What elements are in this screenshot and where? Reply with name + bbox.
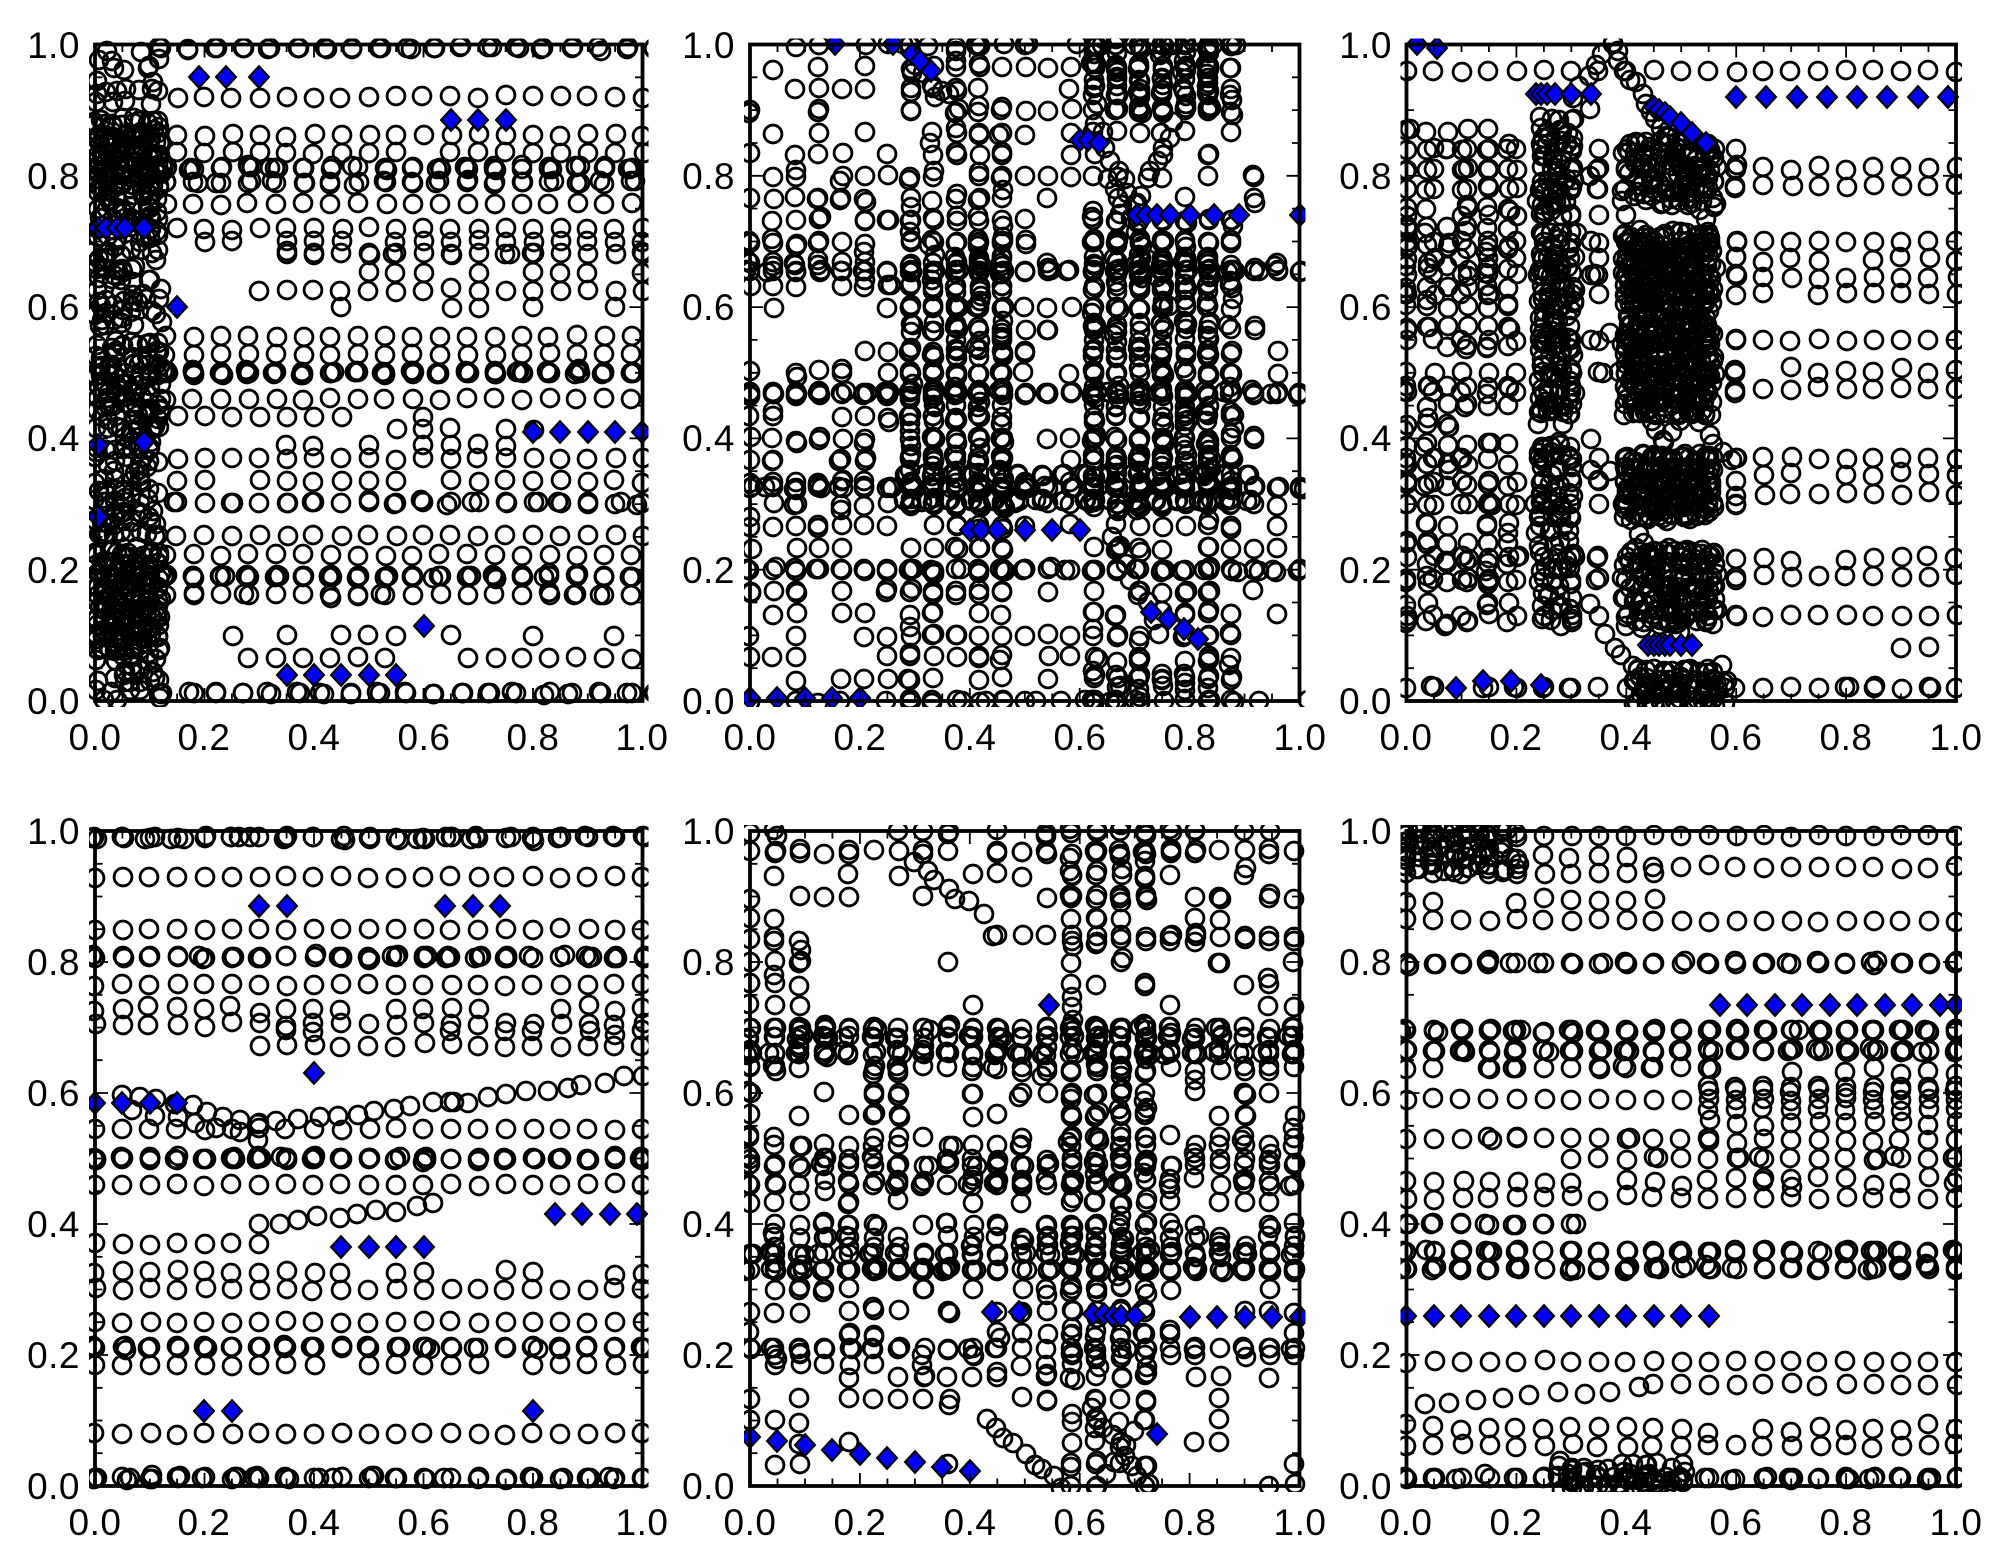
svg-text:0.6: 0.6 (1339, 1073, 1392, 1114)
svg-text:1.0: 1.0 (1930, 717, 1983, 758)
svg-text:0.8: 0.8 (682, 942, 735, 983)
svg-text:0.6: 0.6 (398, 717, 451, 758)
svg-text:1.0: 1.0 (1339, 25, 1392, 66)
svg-text:0.4: 0.4 (1339, 418, 1392, 459)
svg-text:0.0: 0.0 (1339, 1466, 1392, 1507)
svg-text:0.8: 0.8 (1339, 942, 1392, 983)
svg-text:0.2: 0.2 (834, 1502, 887, 1543)
svg-text:0.4: 0.4 (27, 1204, 80, 1245)
svg-text:0.4: 0.4 (1600, 717, 1653, 758)
svg-text:0.0: 0.0 (724, 1502, 777, 1543)
svg-text:0.0: 0.0 (27, 681, 80, 722)
svg-text:0.8: 0.8 (1820, 717, 1873, 758)
svg-text:0.6: 0.6 (27, 287, 80, 328)
svg-text:0.8: 0.8 (1820, 1502, 1873, 1543)
svg-text:1.0: 1.0 (1930, 1502, 1983, 1543)
svg-text:0.0: 0.0 (27, 1466, 80, 1507)
svg-text:1.0: 1.0 (1339, 811, 1392, 852)
svg-text:0.2: 0.2 (1339, 550, 1392, 591)
svg-text:0.8: 0.8 (1164, 717, 1217, 758)
svg-text:0.6: 0.6 (1054, 717, 1107, 758)
svg-text:1.0: 1.0 (1274, 717, 1327, 758)
svg-text:0.0: 0.0 (1339, 681, 1392, 722)
svg-text:0.6: 0.6 (1054, 1502, 1107, 1543)
svg-text:0.6: 0.6 (1710, 717, 1763, 758)
svg-text:0.4: 0.4 (682, 1204, 735, 1245)
svg-text:0.0: 0.0 (69, 717, 122, 758)
svg-text:1.0: 1.0 (27, 25, 80, 66)
svg-text:1.0: 1.0 (682, 811, 735, 852)
svg-text:0.8: 0.8 (1339, 156, 1392, 197)
svg-text:0.0: 0.0 (1380, 1502, 1433, 1543)
svg-text:0.4: 0.4 (682, 418, 735, 459)
svg-text:0.6: 0.6 (1339, 287, 1392, 328)
svg-text:0.4: 0.4 (944, 717, 997, 758)
svg-text:0.6: 0.6 (398, 1502, 451, 1543)
svg-text:0.8: 0.8 (507, 1502, 560, 1543)
svg-text:0.8: 0.8 (682, 156, 735, 197)
svg-text:0.4: 0.4 (1600, 1502, 1653, 1543)
svg-text:0.2: 0.2 (178, 717, 231, 758)
svg-text:0.8: 0.8 (507, 717, 560, 758)
svg-text:0.4: 0.4 (944, 1502, 997, 1543)
svg-text:0.0: 0.0 (69, 1502, 122, 1543)
svg-text:1.0: 1.0 (616, 717, 669, 758)
svg-text:0.2: 0.2 (682, 550, 735, 591)
svg-text:0.4: 0.4 (27, 418, 80, 459)
svg-text:0.0: 0.0 (682, 1466, 735, 1507)
svg-text:1.0: 1.0 (616, 1502, 669, 1543)
svg-text:0.8: 0.8 (27, 156, 80, 197)
svg-text:0.4: 0.4 (288, 1502, 341, 1543)
svg-text:0.0: 0.0 (682, 681, 735, 722)
svg-text:0.2: 0.2 (1490, 1502, 1543, 1543)
svg-text:0.6: 0.6 (682, 1073, 735, 1114)
svg-text:0.4: 0.4 (288, 717, 341, 758)
svg-text:0.2: 0.2 (178, 1502, 231, 1543)
svg-text:0.8: 0.8 (27, 942, 80, 983)
svg-text:0.2: 0.2 (1339, 1335, 1392, 1376)
svg-text:0.0: 0.0 (1380, 717, 1433, 758)
svg-text:1.0: 1.0 (27, 811, 80, 852)
svg-text:1.0: 1.0 (1274, 1502, 1327, 1543)
svg-text:0.2: 0.2 (27, 1335, 80, 1376)
svg-text:0.0: 0.0 (724, 717, 777, 758)
svg-text:1.0: 1.0 (682, 25, 735, 66)
svg-text:0.2: 0.2 (682, 1335, 735, 1376)
svg-text:0.2: 0.2 (27, 550, 80, 591)
svg-text:0.6: 0.6 (682, 287, 735, 328)
svg-text:0.8: 0.8 (1164, 1502, 1217, 1543)
svg-text:0.4: 0.4 (1339, 1204, 1392, 1245)
svg-text:0.6: 0.6 (1710, 1502, 1763, 1543)
svg-text:0.6: 0.6 (27, 1073, 80, 1114)
svg-text:0.2: 0.2 (1490, 717, 1543, 758)
svg-text:0.2: 0.2 (834, 717, 887, 758)
